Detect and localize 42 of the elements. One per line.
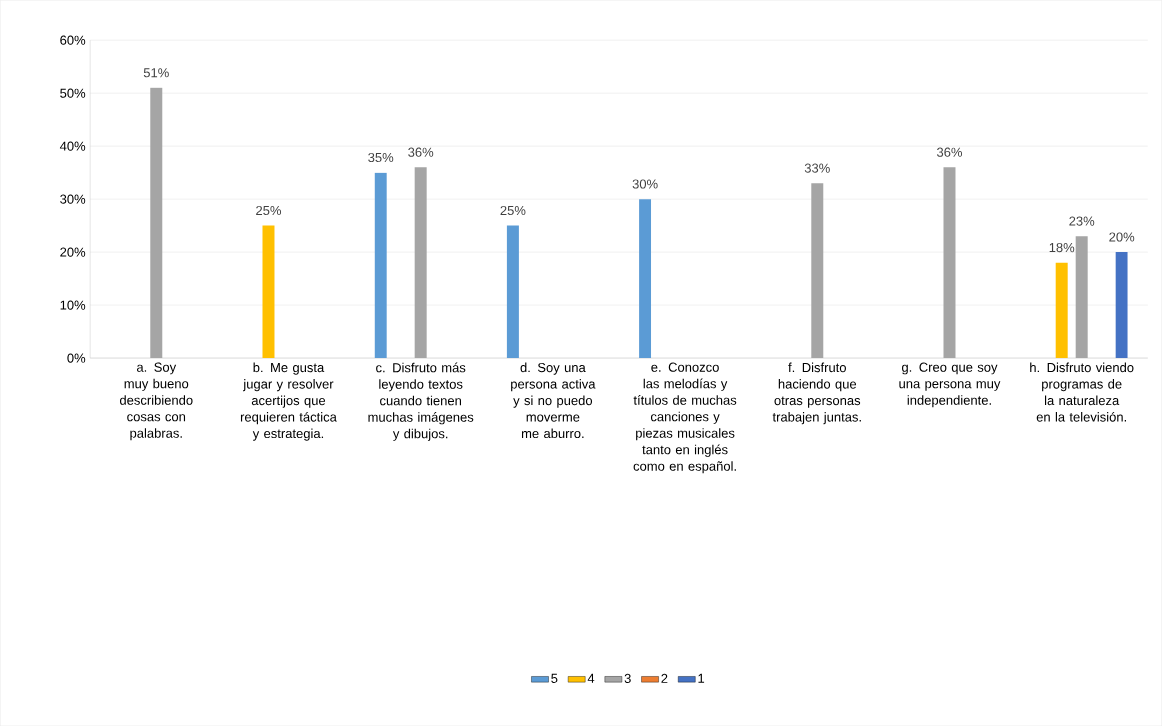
y-tick-label: 30% bbox=[60, 194, 86, 204]
y-tick-label: 50% bbox=[60, 88, 86, 98]
x-tick-label: f. Disfruto haciendo que otras personas trabajen juntas. bbox=[772, 362, 861, 425]
data-label: 18% bbox=[1049, 242, 1075, 253]
legend-label: 5 bbox=[551, 673, 558, 683]
x-tick-label: h. Disfruto viendo programas de la naturaleza en la televisión. bbox=[1030, 362, 1134, 422]
data-label: 25% bbox=[500, 205, 526, 216]
bar bbox=[506, 225, 519, 359]
bar bbox=[262, 225, 275, 359]
bar bbox=[374, 172, 387, 359]
y-tick-label: 60% bbox=[60, 35, 86, 45]
bar bbox=[639, 199, 652, 359]
x-tick-label: d. Soy una persona activa y si no puedo moverme me aburro. bbox=[511, 362, 596, 439]
data-label: 20% bbox=[1109, 232, 1135, 242]
x-tick-label: b. Me gusta jugar y resolver acertijos que requieren táctica y estrategia. bbox=[240, 362, 337, 441]
y-tick-label: 0% bbox=[67, 353, 86, 363]
y-tick-label: 40% bbox=[59, 141, 86, 151]
data-label: 30% bbox=[632, 179, 658, 189]
bar bbox=[811, 183, 824, 359]
x-tick-label: g. Creo que soy una persona muy independiente. bbox=[899, 362, 1001, 408]
data-label: 51% bbox=[143, 68, 169, 78]
bar bbox=[1075, 236, 1088, 359]
y-tick-label: 10% bbox=[60, 300, 86, 310]
data-label: 25% bbox=[256, 205, 282, 216]
legend-label: 3 bbox=[624, 673, 631, 683]
bar bbox=[1115, 252, 1128, 359]
x-tick-label: a. Soy muy bueno describiendo cosas con palabras. bbox=[119, 362, 193, 441]
data-label: 36% bbox=[408, 147, 434, 157]
data-label: 35% bbox=[368, 152, 394, 163]
bar bbox=[943, 167, 956, 359]
data-label: 36% bbox=[936, 147, 963, 157]
legend-label: 2 bbox=[661, 673, 668, 683]
legend-label: 1 bbox=[698, 673, 705, 683]
legend-label: 4 bbox=[587, 673, 595, 683]
bar bbox=[1055, 262, 1068, 359]
data-label: 23% bbox=[1069, 216, 1095, 226]
bar bbox=[414, 167, 427, 359]
x-tick-label: c. Disfruto más leyendo textos cuando tienen muchas imágenes y dibujos. bbox=[368, 362, 474, 441]
y-tick-label: 20% bbox=[60, 247, 86, 257]
data-label: 33% bbox=[804, 163, 830, 173]
bar bbox=[150, 87, 163, 359]
x-tick-label: e. Conozco las melodías y títulos de muchas canciones y piezas musicales tanto en inglés como en español. bbox=[633, 362, 737, 474]
